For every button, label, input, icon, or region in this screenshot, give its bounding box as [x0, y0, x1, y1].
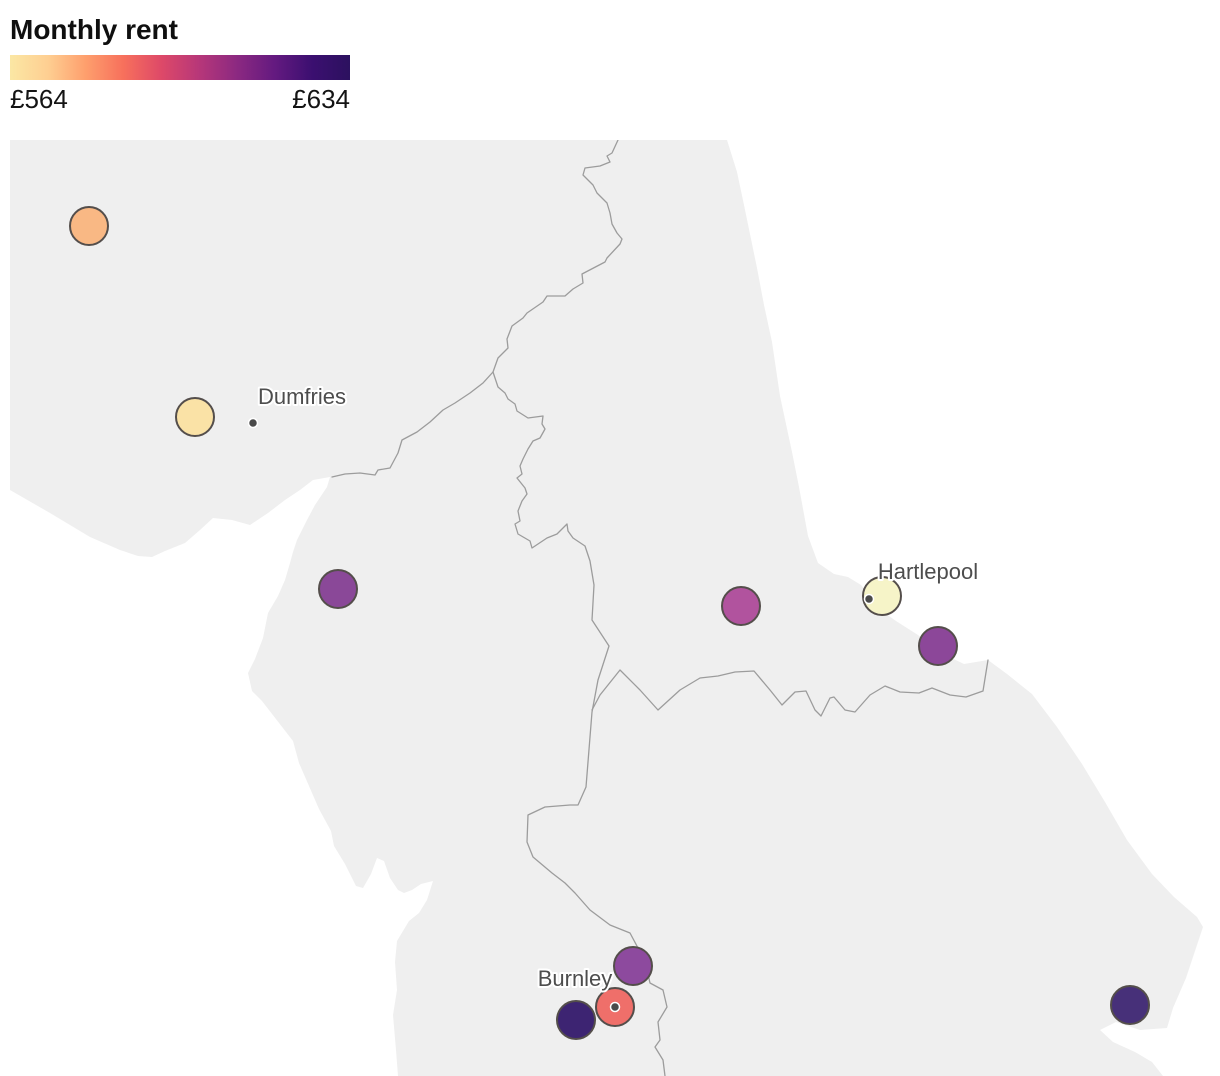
town-dot-dumfries	[247, 417, 259, 429]
rent-marker-7[interactable]	[613, 946, 653, 986]
rent-marker-1[interactable]	[69, 206, 109, 246]
legend-min-label: £564	[10, 84, 68, 114]
rent-marker-9[interactable]	[556, 1000, 596, 1040]
rent-marker-3[interactable]	[318, 569, 358, 609]
region-border	[591, 659, 989, 717]
legend-gradient-bar	[10, 55, 350, 80]
land-region	[10, 140, 1203, 1076]
region-border	[492, 140, 668, 1076]
region-border	[331, 371, 494, 478]
map: Dumfries Hartlepool Burnley	[10, 140, 1210, 1076]
town-label-hartlepool: Hartlepool	[878, 559, 978, 584]
rent-marker-5[interactable]	[862, 576, 902, 616]
rent-marker-4[interactable]	[721, 586, 761, 626]
rent-markers-layer	[69, 206, 1150, 1040]
rent-marker-6[interactable]	[918, 626, 958, 666]
town-dot-hartlepool	[863, 593, 875, 605]
town-label-burnley: Burnley	[538, 966, 613, 991]
town-label-dumfries: Dumfries	[258, 384, 346, 409]
legend-labels: £564 £634	[10, 84, 350, 115]
town-dot-burnley	[609, 1001, 621, 1013]
legend-title: Monthly rent	[10, 14, 178, 45]
legend-max-label: £634	[292, 84, 350, 114]
rent-marker-2[interactable]	[175, 397, 215, 437]
rent-marker-10[interactable]	[1110, 985, 1150, 1025]
town-labels-layer: Dumfries Hartlepool Burnley	[247, 382, 980, 1013]
